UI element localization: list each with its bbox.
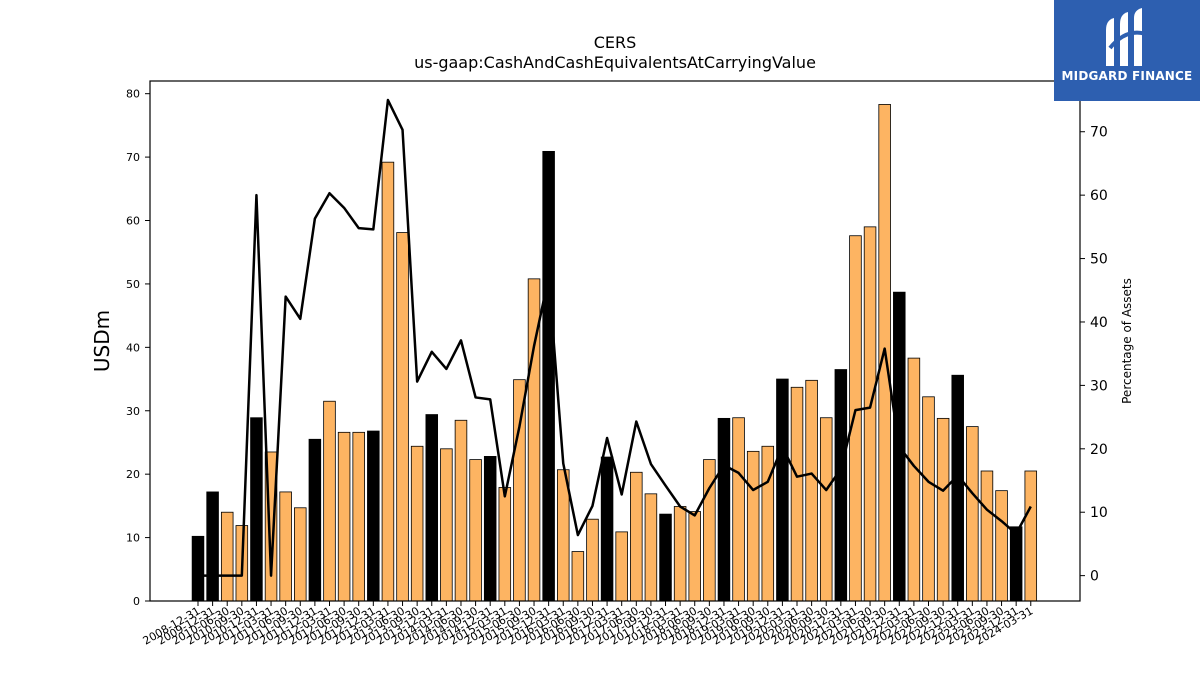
bar [805,379,818,602]
y-tick-label: 10 [126,532,140,545]
bar [191,535,205,602]
chart-subtitle: us-gaap:CashAndCashEquivalentsAtCarrying… [414,53,816,72]
bar [834,369,848,602]
brand-logo: MIDGARD FINANCE [1054,0,1200,101]
bar [410,445,424,602]
bar [776,378,789,602]
bar [1024,470,1038,602]
bar [469,459,482,602]
bar [250,417,263,602]
y-axis-label: USDm [90,310,114,372]
y-tick-label: 60 [126,215,140,228]
bar [279,491,292,602]
bar [381,161,395,602]
bar [849,235,862,602]
bar [367,430,380,602]
midgard-logo-icon [1106,8,1147,66]
y2-tick-label: 50 [1090,252,1108,268]
y2-tick-label: 0 [1090,569,1099,585]
bar [673,506,687,602]
bar [396,232,409,602]
x-axis: 2008-12-312009-12-312010-06-302010-09-30… [141,601,1035,648]
bar [454,419,468,602]
bar [425,414,439,602]
y-tick-label: 40 [126,341,140,354]
y-tick-label: 20 [126,468,140,481]
bar [615,531,628,602]
bar [498,487,512,602]
bar [717,417,731,602]
bar [688,511,701,602]
bar [732,417,745,602]
y-axis-right: 0 10 20 30 40 50 60 70 [1080,125,1108,585]
bar [995,490,1008,602]
bar [659,513,672,602]
y-tick-label: 50 [126,278,140,291]
plot-frame [149,80,1081,602]
bar [644,493,658,602]
y2-tick-label: 60 [1090,188,1108,204]
bar [980,470,994,602]
y2-tick-label: 10 [1090,505,1108,521]
bar [440,448,453,602]
y-tick-label: 0 [133,595,140,608]
bar [936,417,950,602]
bar [951,374,964,602]
y2-tick-label: 30 [1090,378,1108,394]
y2-tick-label: 40 [1090,315,1108,331]
bar-series [191,104,1038,602]
bar [220,511,234,602]
bar [863,226,877,602]
bar [600,456,614,602]
bar [746,450,760,602]
bar [819,417,833,602]
bar [337,431,351,602]
bar [483,456,497,602]
y-axis-left: 0 10 20 30 40 50 60 70 80 [126,88,150,608]
bar [294,507,307,602]
bar [571,551,585,602]
bar [630,471,643,602]
bar [323,400,336,602]
bar [922,396,935,602]
bar [1009,526,1023,602]
y2-axis-label: Percentage of Assets [1120,278,1134,404]
brand-name: MIDGARD FINANCE [1061,69,1193,83]
bar [352,431,365,602]
y-tick-label: 30 [126,405,140,418]
chart-title: CERS [594,33,637,52]
bar [542,150,555,602]
y2-tick-label: 20 [1090,442,1108,458]
bar [966,426,979,602]
bar [790,386,804,602]
y-tick-label: 80 [126,88,140,101]
bar [206,491,219,602]
y2-tick-label: 70 [1090,125,1108,141]
bar [308,438,322,602]
bar [907,357,921,602]
bar [586,518,599,602]
bar [513,379,526,602]
y-tick-label: 70 [126,151,140,164]
percent-of-assets-line [198,98,1032,577]
